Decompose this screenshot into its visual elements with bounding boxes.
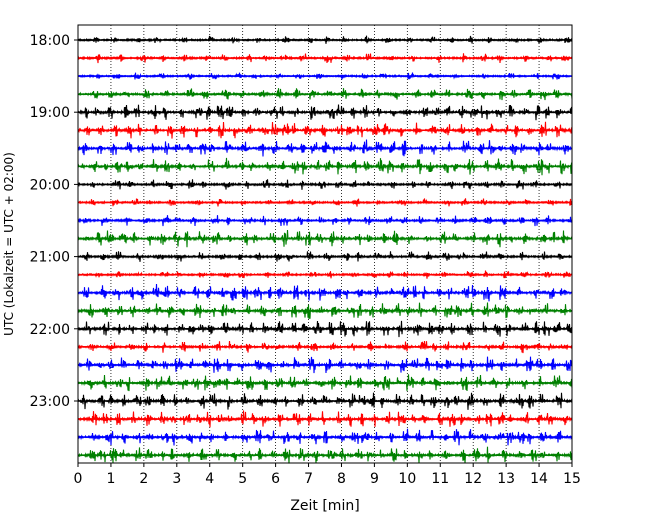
seismic-traces bbox=[77, 35, 573, 464]
y-tick-label: 20:00 bbox=[30, 177, 70, 193]
x-tick-label: 4 bbox=[205, 471, 214, 487]
y-tick-label: 21:00 bbox=[30, 250, 70, 266]
x-tick-label: 10 bbox=[398, 471, 416, 487]
x-tick-label: 7 bbox=[304, 471, 313, 487]
y-axis-ticks: 18:00 19:00 20:00 21:00 22:00 23:00 bbox=[30, 33, 78, 410]
x-tick-label: 3 bbox=[172, 471, 181, 487]
x-tick-label: 13 bbox=[497, 471, 515, 487]
x-axis-ticks: 0 1 2 3 4 5 6 7 8 9 10 11 12 13 14 15 bbox=[74, 463, 581, 487]
y-tick-label: 19:00 bbox=[30, 105, 70, 121]
x-axis-label: Zeit [min] bbox=[290, 498, 359, 514]
x-tick-label: 6 bbox=[271, 471, 280, 487]
x-tick-label: 11 bbox=[431, 471, 449, 487]
x-tick-label: 0 bbox=[74, 471, 83, 487]
x-tick-label: 15 bbox=[563, 471, 581, 487]
x-tick-label: 8 bbox=[337, 471, 346, 487]
x-tick-label: 5 bbox=[238, 471, 247, 487]
y-tick-label: 18:00 bbox=[30, 33, 70, 49]
y-axis-label: UTC (Lokalzeit = UTC + 02:00) bbox=[2, 152, 16, 336]
x-tick-label: 9 bbox=[370, 471, 379, 487]
x-tick-label: 1 bbox=[106, 471, 115, 487]
x-tick-label: 14 bbox=[530, 471, 548, 487]
y-tick-label: 23:00 bbox=[30, 394, 70, 410]
x-tick-label: 2 bbox=[139, 471, 148, 487]
plot-area-frame bbox=[77, 24, 573, 464]
x-tick-label: 12 bbox=[464, 471, 482, 487]
y-tick-label: 22:00 bbox=[30, 322, 70, 338]
